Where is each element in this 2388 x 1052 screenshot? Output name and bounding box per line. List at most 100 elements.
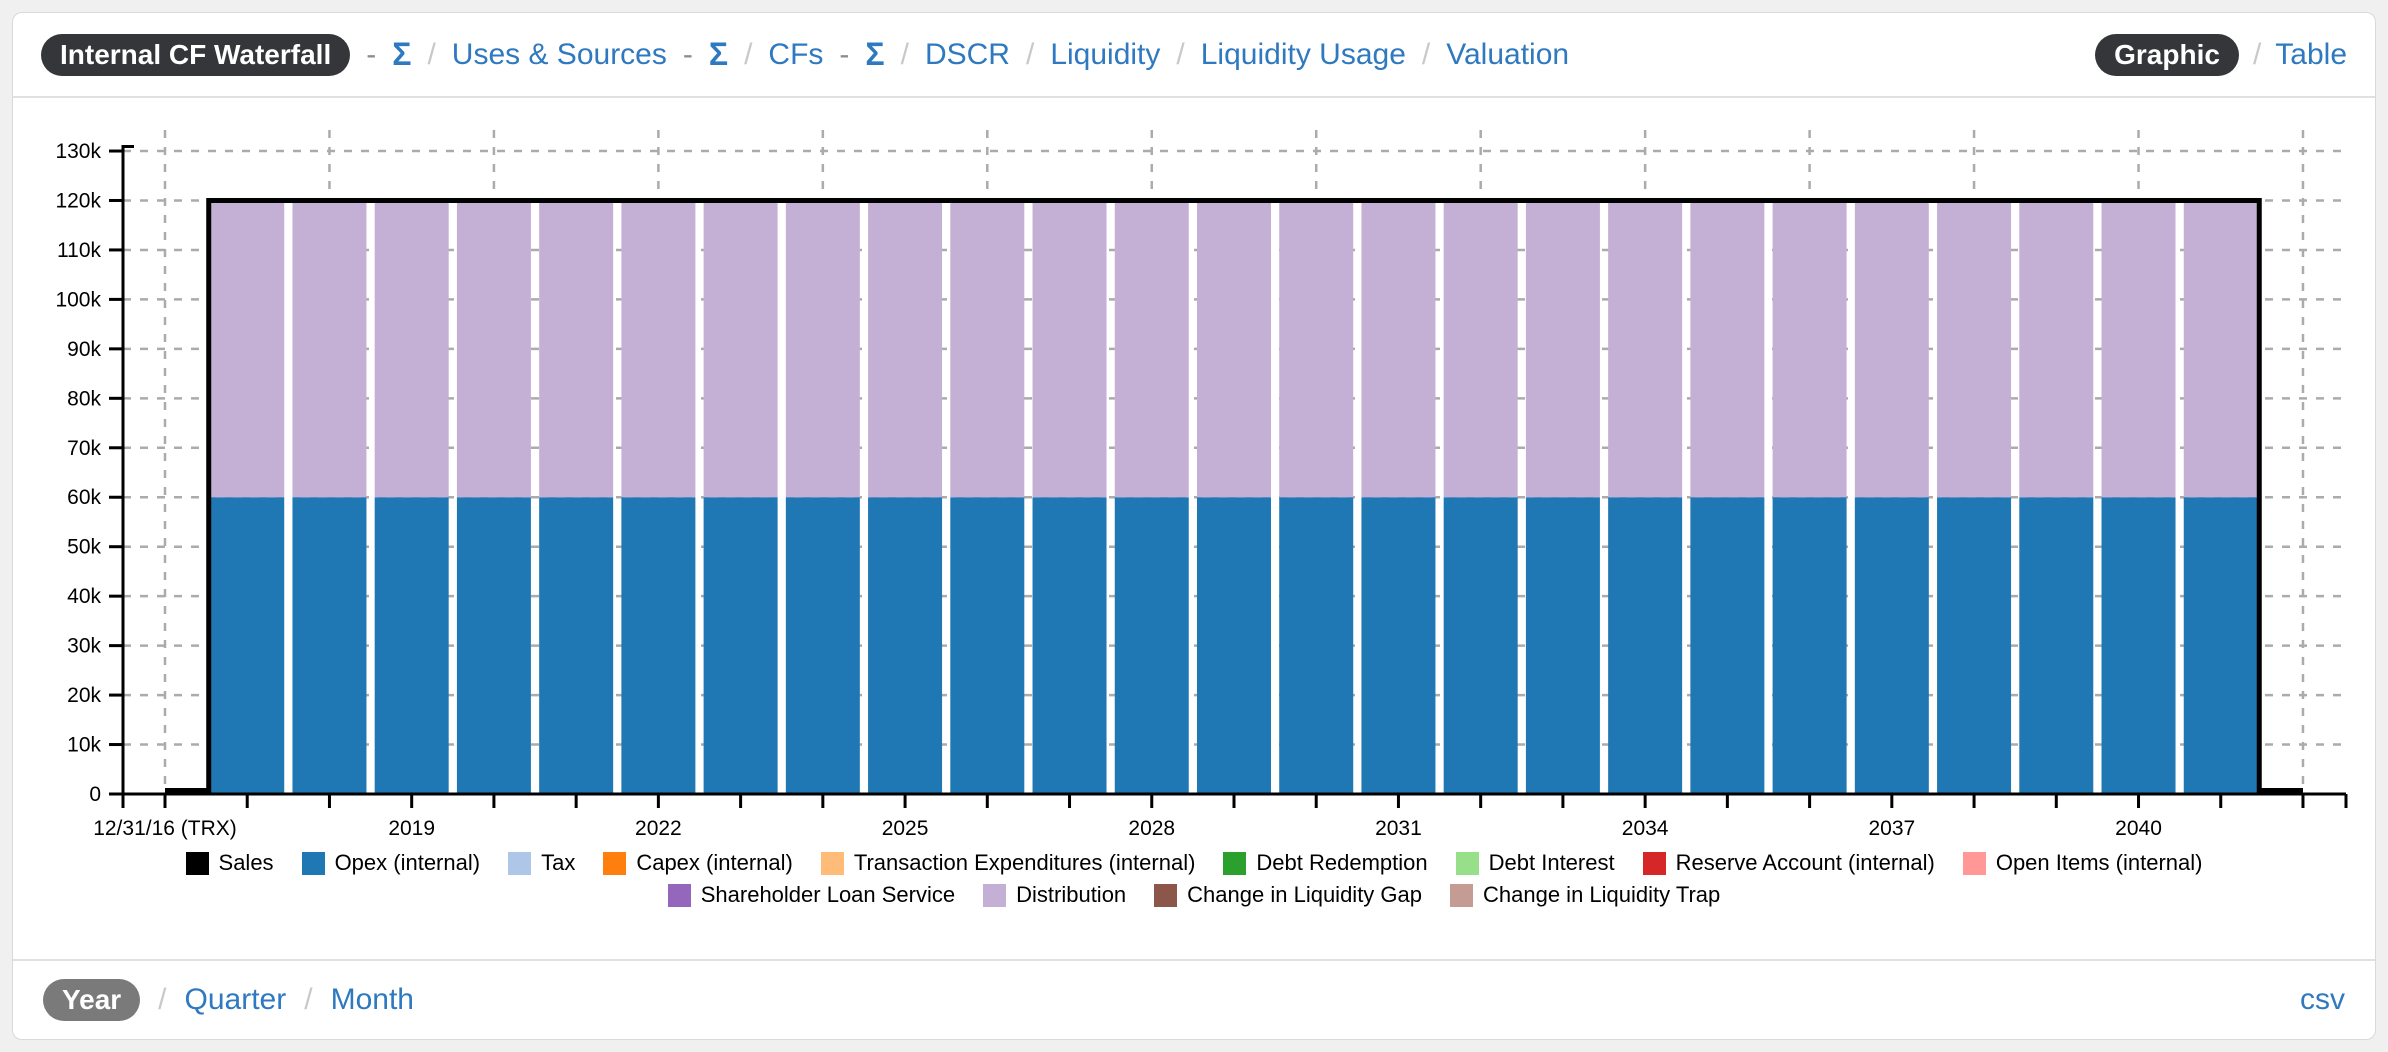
bar-2017-distribution[interactable]	[210, 200, 285, 498]
bar-2036-distribution[interactable]	[1772, 200, 1847, 498]
nav-link-sigma[interactable]: Σ	[865, 36, 885, 72]
bar-2024-opex-internal[interactable]	[785, 497, 860, 794]
nav-link-dscr[interactable]: DSCR	[924, 37, 1010, 71]
y-tick-label-0: 0	[89, 783, 101, 806]
granularity-month[interactable]: Month	[330, 983, 414, 1016]
separator: /	[900, 37, 909, 71]
bar-2032-opex-internal[interactable]	[1443, 497, 1518, 794]
view-toggle-table[interactable]: Table	[2275, 37, 2347, 71]
bar-2023-distribution[interactable]	[703, 200, 778, 498]
bar-2040-distribution[interactable]	[2101, 200, 2176, 498]
legend-row-1: Sales Opex (internal) Tax Capex (internal) T…	[13, 848, 2375, 878]
bar-2018-opex-internal[interactable]	[292, 497, 367, 794]
y-tick-label-120k: 120k	[55, 189, 101, 212]
separator: /	[744, 37, 753, 71]
tick-labels: 0 10k 20k 30k 40k 50k 60k 70k 80k 90k 100k 110k 120k…	[55, 140, 2161, 840]
bar-2018-distribution[interactable]	[292, 200, 367, 498]
bar-2038-distribution[interactable]	[1937, 200, 2012, 498]
bar-2036-opex-internal[interactable]	[1772, 497, 1847, 794]
bar-2028-distribution[interactable]	[1114, 200, 1189, 498]
nav-link-liquidity-usage[interactable]: Liquidity Usage	[1200, 37, 1406, 71]
bar-2038-opex-internal[interactable]	[1937, 497, 2012, 794]
bar-2025-opex-internal[interactable]	[868, 497, 943, 794]
bar-2025-distribution[interactable]	[868, 200, 943, 498]
csv-export-link[interactable]: csv	[2300, 983, 2345, 1016]
chart-area: 0 10k 20k 30k 40k 50k 60k 70k 80k 90k 100k 110k 120k…	[13, 98, 2375, 959]
bar-2041-opex-internal[interactable]	[2183, 497, 2258, 794]
bar-2037-opex-internal[interactable]	[1854, 497, 1929, 794]
bar-2040-opex-internal[interactable]	[2101, 497, 2176, 794]
bar-2020-opex-internal[interactable]	[456, 497, 531, 794]
bar-2039-opex-internal[interactable]	[2019, 497, 2094, 794]
bar-2031-opex-internal[interactable]	[1361, 497, 1436, 794]
bar-2021-opex-internal[interactable]	[539, 497, 614, 794]
y-tick-label-70k: 70k	[67, 437, 101, 460]
legend-item-sales: Sales	[185, 850, 274, 876]
granularity-year[interactable]: Year	[43, 979, 141, 1021]
x-tick-label-2022: 2022	[635, 817, 682, 840]
legend-swatch-change-in-liquidity-trap	[1450, 883, 1473, 907]
bar-2020-distribution[interactable]	[456, 200, 531, 498]
nav-link-cfs[interactable]: CFs	[768, 37, 824, 71]
legend-label: Distribution	[1016, 882, 1127, 907]
axes	[109, 145, 2348, 808]
x-tick-label-2034: 2034	[1622, 817, 1669, 840]
bar-2039-distribution[interactable]	[2019, 200, 2094, 498]
legend-label: Debt Interest	[1488, 850, 1615, 875]
legend-label: Opex (internal)	[334, 850, 481, 875]
x-tick-label-12-31-16-trx: 12/31/16 (TRX)	[93, 817, 237, 840]
view-toggle-graphic[interactable]: Graphic	[2095, 33, 2239, 76]
bar-2026-opex-internal[interactable]	[950, 497, 1025, 794]
x-tick-label-2025: 2025	[882, 817, 929, 840]
bar-2023-opex-internal[interactable]	[703, 497, 778, 794]
legend-label: Transaction Expenditures (internal)	[853, 850, 1196, 875]
bar-2031-distribution[interactable]	[1361, 200, 1436, 498]
bar-2029-opex-internal[interactable]	[1196, 497, 1271, 794]
chart-legend: Sales Opex (internal) Tax Capex (internal) T…	[13, 848, 2375, 910]
legend-swatch-transaction-expenditures-internal	[820, 851, 844, 875]
bar-2019-opex-internal[interactable]	[374, 497, 449, 794]
bar-2028-opex-internal[interactable]	[1114, 497, 1189, 794]
y-tick-label-100k: 100k	[55, 288, 101, 311]
bar-2017-opex-internal[interactable]	[210, 497, 285, 794]
bar-2022-opex-internal[interactable]	[621, 497, 696, 794]
bar-2030-distribution[interactable]	[1279, 200, 1354, 498]
nav-link-sigma[interactable]: Σ	[392, 36, 412, 72]
bar-2033-opex-internal[interactable]	[1525, 497, 1600, 794]
legend-item-change-in-liquidity-trap: Change in Liquidity Trap	[1450, 882, 1720, 908]
legend-swatch-distribution	[983, 883, 1007, 907]
x-tick-label-2019: 2019	[388, 817, 435, 840]
nav-link-liquidity[interactable]: Liquidity	[1050, 37, 1161, 71]
bar-2022-distribution[interactable]	[621, 200, 696, 498]
bar-2027-opex-internal[interactable]	[1032, 497, 1107, 794]
bar-2041-distribution[interactable]	[2183, 200, 2258, 498]
bar-2032-distribution[interactable]	[1443, 200, 1518, 498]
bar-2033-distribution[interactable]	[1525, 200, 1600, 498]
bar-2019-distribution[interactable]	[374, 200, 449, 498]
nav-pill-internal-cf-waterfall[interactable]: Internal CF Waterfall	[41, 33, 351, 76]
bar-2035-opex-internal[interactable]	[1690, 497, 1765, 794]
bar-2029-distribution[interactable]	[1196, 200, 1271, 498]
legend-item-capex-internal: Capex (internal)	[603, 850, 793, 876]
bar-2034-distribution[interactable]	[1608, 200, 1683, 498]
legend-item-tax: Tax	[508, 850, 575, 876]
granularity-quarter[interactable]: Quarter	[184, 983, 287, 1016]
nav-link-valuation[interactable]: Valuation	[1446, 37, 1570, 71]
bar-2035-distribution[interactable]	[1690, 200, 1765, 498]
x-tick-label-2040: 2040	[2115, 817, 2162, 840]
legend-swatch-debt-interest	[1455, 851, 1479, 875]
bar-2030-opex-internal[interactable]	[1279, 497, 1354, 794]
legend-item-open-items-internal: Open Items (internal)	[1962, 850, 2202, 876]
bar-2034-opex-internal[interactable]	[1608, 497, 1683, 794]
bar-2024-distribution[interactable]	[785, 200, 860, 498]
bar-2027-distribution[interactable]	[1032, 200, 1107, 498]
bar-2026-distribution[interactable]	[950, 200, 1025, 498]
bar-2037-distribution[interactable]	[1854, 200, 1929, 498]
dash-separator: -	[366, 37, 377, 71]
nav-link-sigma[interactable]: Σ	[708, 36, 729, 72]
y-tick-label-110k: 110k	[57, 239, 101, 262]
nav-link-uses-sources[interactable]: Uses & Sources	[451, 37, 667, 71]
legend-item-shareholder-loan-service: Shareholder Loan Service	[667, 882, 955, 908]
bar-2021-distribution[interactable]	[539, 200, 614, 498]
